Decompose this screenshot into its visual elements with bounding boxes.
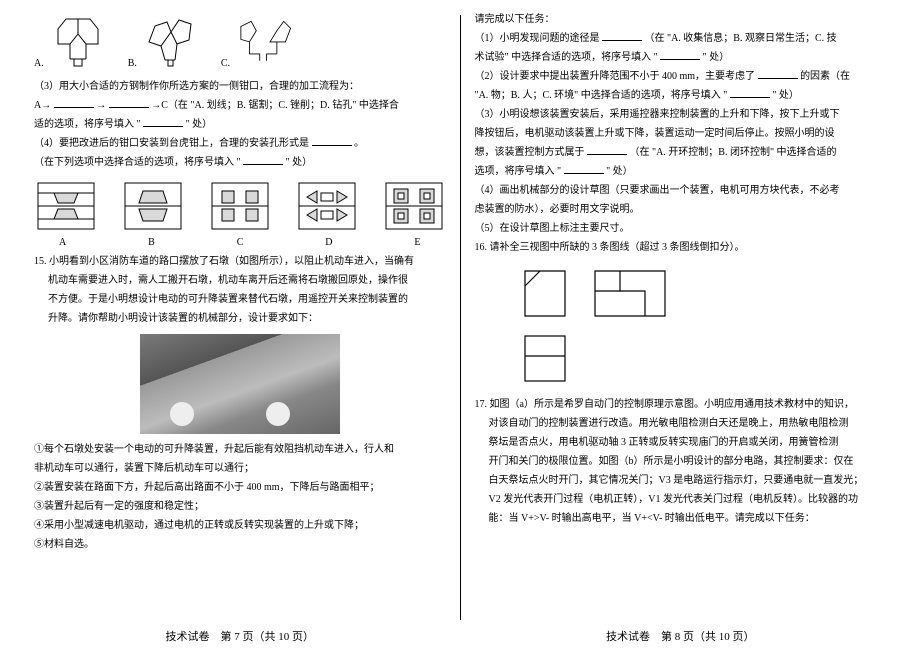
option-c-label: C. <box>221 58 230 69</box>
shape-b <box>141 14 201 69</box>
q4-text: （4）要把改进后的钳口安装到台虎钳上，合理的安装孔形式是 <box>34 138 309 149</box>
t3f: " 处） <box>606 166 633 177</box>
q17-l3: 祭坛是否点火，用电机驱动轴 3 正转或反转实现庙门的开启或关闭，用簧管检测 <box>475 433 887 452</box>
q4-period: 。 <box>354 138 364 149</box>
q3-a-arrow: A→ <box>34 100 51 111</box>
t1a: （1）小明发现问题的途径是 <box>475 33 600 44</box>
q3e-text: 适的选项，将序号填入 " <box>34 119 141 130</box>
ml-d: D <box>325 237 332 248</box>
mount-d <box>295 178 359 233</box>
t2a: （2）设计要求中提出装置升降范围不小于 400 mm，主要考虑了 <box>475 71 756 82</box>
t3-l4: 选项，将序号填入 " " 处） <box>475 162 887 181</box>
q3-tail: →C（在 "A. 划线；B. 锯割；C. 锉削；D. 钻孔" 中选择合 <box>151 100 399 111</box>
blank-5 <box>243 154 283 165</box>
left-footer: 技术试卷 第 7 页（共 10 页） <box>20 628 460 644</box>
q17-l7: 能：当 V+>V- 时输出高电平，当 V+<V- 时输出低电平。请完成以下任务： <box>475 509 887 528</box>
t1c: 术试验" 中选择合适的选项，将序号填入 " <box>475 52 658 63</box>
req1b: 非机动车可以通行，装置下降后机动车可以通行； <box>34 459 446 478</box>
shape-a <box>48 14 108 69</box>
t4-l1: （4）画出机械部分的设计草图（只要求画出一个装置，电机可用方块代表，不必考 <box>475 181 887 200</box>
q4d-text: " 处） <box>286 157 313 168</box>
blank-2 <box>109 97 149 108</box>
q4-line1: （4）要把改进后的钳口安装到台虎钳上，合理的安装孔形式是 。 <box>34 134 446 153</box>
q15-l2: 机动车需要进入时，需人工搬开石墩，机动车离开后还需将石墩搬回原处，操作很 <box>34 271 446 290</box>
t2-line1: （2）设计要求中提出装置升降范围不小于 400 mm，主要考虑了 的因素（在 <box>475 67 887 86</box>
t2d: " 处） <box>772 90 799 101</box>
blank-1 <box>54 97 94 108</box>
t2b: 的因素（在 <box>800 71 850 82</box>
option-shapes-row: A. B. <box>34 14 446 69</box>
option-b: B. <box>128 14 201 69</box>
req4: ④采用小型减速电机驱动，通过电机的正转或反转实现装置的上升或下降； <box>34 516 446 535</box>
mount-labels-row: A B C D E <box>34 237 446 248</box>
blank-r3 <box>758 68 798 79</box>
mount-shapes-row <box>34 178 446 233</box>
blank-3 <box>143 116 183 127</box>
right-footer: 技术试卷 第 8 页（共 10 页） <box>461 628 901 644</box>
q17-l1: 17. 如图（a）所示是希罗自动门的控制原理示意图。小明应用通用技术教材中的知识… <box>475 395 887 414</box>
q17-l5: 白天祭坛点火时开门，其它情况关门；V3 是电路运行指示灯，只要通电就一直发光； <box>475 471 887 490</box>
option-c: C. <box>221 14 294 69</box>
blank-r5 <box>587 144 627 155</box>
page-container: A. B. <box>0 0 920 650</box>
q3-line2: A→ → →C（在 "A. 划线；B. 锯割；C. 锉削；D. 钻孔" 中选择合 <box>34 96 446 115</box>
t1-line1: （1）小明发现问题的途径是 （在 "A. 收集信息；B. 观察日常生活；C. 技 <box>475 29 887 48</box>
blank-r6 <box>564 163 604 174</box>
mount-c <box>208 178 272 233</box>
ml-e: E <box>414 237 420 248</box>
q3-line3: 适的选项，将序号填入 " " 处） <box>34 115 446 134</box>
t3-l2: 降按钮后，电机驱动该装置上升或下降，装置运动一定时间后停止。按照小明的设 <box>475 124 887 143</box>
three-view-drawing <box>515 261 715 391</box>
mount-b <box>121 178 185 233</box>
blank-4 <box>312 135 352 146</box>
ml-b: B <box>148 237 155 248</box>
road-photo <box>140 334 340 434</box>
right-column: 请完成以下任务： （1）小明发现问题的途径是 （在 "A. 收集信息；B. 观察… <box>461 10 901 650</box>
option-a-label: A. <box>34 58 44 69</box>
q16: 16. 请补全三视图中所缺的 3 条图线（超过 3 条图线倒扣分）。 <box>475 238 887 257</box>
t5: （5）在设计草图上标注主要尺寸。 <box>475 219 887 238</box>
q3-line1: （3）用大小合适的方钢制作你所选方案的一侧钳口，合理的加工流程为： <box>34 77 446 96</box>
req1a: ①每个石墩处安装一个电动的可升降装置，升起后能有效阻挡机动车进入，行人和 <box>34 440 446 459</box>
blank-r2 <box>660 49 700 60</box>
t3d: （在 "A. 开环控制；B. 闭环控制" 中选择合适的 <box>630 147 837 158</box>
option-a: A. <box>34 14 108 69</box>
blank-r4 <box>730 87 770 98</box>
t3c: 想，该装置控制方式属于 <box>475 147 585 158</box>
mount-a <box>34 178 98 233</box>
t2c: "A. 物；B. 人；C. 环境" 中选择合适的选项，将序号填入 " <box>475 90 728 101</box>
ml-c: C <box>237 237 244 248</box>
q15-l1: 15. 小明看到小区消防车道的路口摆放了石墩（如图所示），以阻止机动车进入，当确… <box>34 252 446 271</box>
blank-r1 <box>602 30 642 41</box>
t0: 请完成以下任务： <box>475 10 887 29</box>
left-column: A. B. <box>20 10 460 650</box>
t3-l3: 想，该装置控制方式属于 （在 "A. 开环控制；B. 闭环控制" 中选择合适的 <box>475 143 887 162</box>
req2: ②装置安装在路面下方，升起后高出路面不小于 400 mm，下降后与路面相平； <box>34 478 446 497</box>
q3-arrow2: → <box>96 100 106 111</box>
option-b-label: B. <box>128 58 137 69</box>
shape-c <box>234 14 294 69</box>
q17-l4: 开门和关门的极限位置。如图（b）所示是小明设计的部分电路，其控制要求：仅在 <box>475 452 887 471</box>
q4-line2: （在下列选项中选择合适的选项，将序号填入 " " 处） <box>34 153 446 172</box>
t1d: " 处） <box>703 52 730 63</box>
q15-l4: 升降。请你帮助小明设计该装置的机械部分，设计要求如下： <box>34 309 446 328</box>
t1-line2: 术试验" 中选择合适的选项，将序号填入 " " 处） <box>475 48 887 67</box>
q3f-text: " 处） <box>186 119 213 130</box>
req5: ⑤材料自选。 <box>34 535 446 554</box>
t3e: 选项，将序号填入 " <box>475 166 562 177</box>
t4-l2: 虑装置的防水），必要时用文字说明。 <box>475 200 887 219</box>
t2-line2: "A. 物；B. 人；C. 环境" 中选择合适的选项，将序号填入 " " 处） <box>475 86 887 105</box>
q15-l3: 不方便。于是小明想设计电动的可升降装置来替代石墩，用遥控开关来控制装置的 <box>34 290 446 309</box>
q17-l6: V2 发光代表开门过程（电机正转），V1 发光代表关门过程（电机反转）。比较器的… <box>475 490 887 509</box>
mount-e <box>382 178 446 233</box>
t3-l1: （3）小明设想该装置安装后，采用遥控器来控制装置的上升和下降，按下上升或下 <box>475 105 887 124</box>
req3: ③装置升起后有一定的强度和稳定性； <box>34 497 446 516</box>
q4c-text: （在下列选项中选择合适的选项，将序号填入 " <box>34 157 241 168</box>
q17-l2: 对该自动门的控制装置进行改造。用光敏电阻检测白天还是晚上，用热敏电阻检测 <box>475 414 887 433</box>
ml-a: A <box>59 237 66 248</box>
t1b: （在 "A. 收集信息；B. 观察日常生活；C. 技 <box>645 33 837 44</box>
